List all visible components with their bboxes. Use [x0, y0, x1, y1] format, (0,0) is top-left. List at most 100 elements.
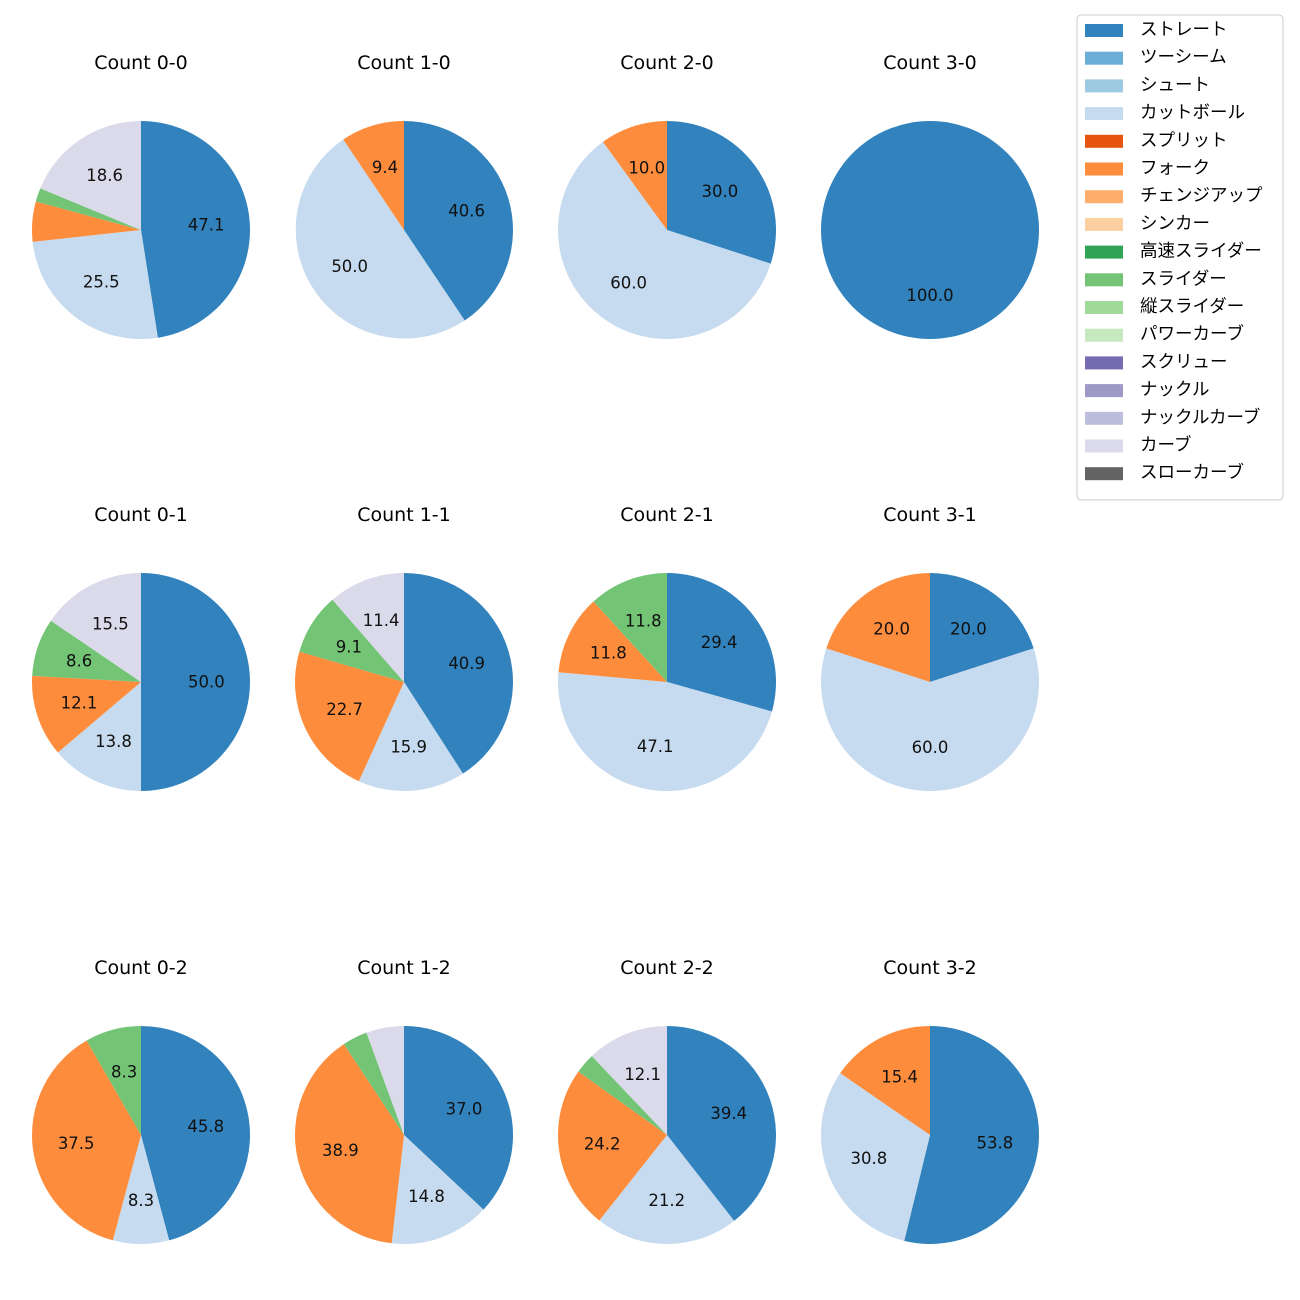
legend-swatch: [1085, 273, 1123, 287]
pie-count-3-1: Count 3-1 20.0 60.0 20.0: [821, 504, 1040, 791]
legend-item: スプリット: [1085, 131, 1228, 151]
legend-item: チェンジアップ: [1085, 186, 1263, 206]
slice-label: 50.0: [331, 257, 368, 276]
pie-slice: [40, 121, 141, 230]
legend-swatch: [1085, 467, 1123, 481]
pie-title: Count 1-2: [357, 957, 451, 979]
pie-slice: [602, 121, 667, 230]
pie-slice: [112, 1135, 170, 1245]
slice-label: 8.6: [66, 652, 92, 671]
pie-slice: [332, 573, 404, 682]
pie-slice: [930, 573, 1034, 682]
legend-swatch: [1085, 217, 1123, 231]
slice-label: 50.0: [188, 673, 225, 692]
pie-slice: [32, 1040, 141, 1241]
slice-label: 9.4: [372, 158, 398, 177]
slice-label: 40.9: [448, 654, 485, 673]
pie-title: Count 2-1: [620, 504, 714, 526]
legend-item: 高速スライダー: [1085, 242, 1262, 262]
legend-label: ストレート: [1140, 20, 1228, 40]
pie-count-0-2: Count 0-2 45.8 8.3 37.5 8.3: [32, 957, 251, 1245]
pie-count-1-2: Count 1-2 37.0 14.8 38.9: [295, 957, 514, 1244]
legend-swatch: [1085, 356, 1123, 370]
legend-swatch: [1085, 328, 1123, 342]
pie-charts: Count 0-0 47.1 25.5 18.6 Count 1-0 40.6 50.0 9.…: [31, 52, 1040, 1245]
slice-label: 30.8: [851, 1149, 888, 1168]
legend-label: カットボール: [1140, 103, 1245, 123]
slice-label: 15.5: [92, 615, 129, 634]
pie-slice: [558, 672, 772, 792]
pie-count-0-0: Count 0-0 47.1 25.5 18.6: [31, 52, 251, 340]
legend-swatch: [1085, 439, 1123, 453]
slice-label: 29.4: [701, 633, 738, 652]
slice-label: 20.0: [950, 620, 987, 639]
pie-slice: [904, 1026, 1039, 1245]
legend-item: ツーシーム: [1085, 48, 1227, 68]
pie-slice: [35, 188, 141, 230]
pie-slice: [593, 573, 667, 682]
legend-label: スローカーブ: [1140, 462, 1244, 483]
pie-slice: [295, 651, 404, 782]
slice-label: 100.0: [906, 286, 953, 305]
legend-swatch: [1085, 245, 1123, 259]
slice-label: 37.0: [446, 1100, 483, 1119]
pie-slice: [343, 1032, 404, 1135]
legend-item: フォーク: [1085, 159, 1210, 179]
pie-slice: [558, 601, 667, 682]
pie-slice: [141, 120, 251, 338]
legend-label: シンカー: [1140, 214, 1210, 234]
slice-label: 11.8: [590, 644, 627, 663]
pie-slice: [558, 1071, 667, 1221]
slice-label: 21.2: [648, 1191, 685, 1210]
slice-label: 11.8: [625, 612, 662, 631]
slice-label: 9.1: [336, 637, 362, 656]
legend-label: チェンジアップ: [1140, 186, 1263, 206]
pie-slice: [404, 121, 513, 321]
pie-count-2-2: Count 2-2 39.4 21.2 24.2 12.1: [558, 957, 776, 1244]
legend-item: カットボール: [1085, 103, 1245, 123]
pie-title: Count 1-0: [357, 52, 451, 74]
legend-label: フォーク: [1140, 159, 1210, 179]
slice-label: 22.7: [326, 700, 363, 719]
legend-label: パワーカーブ: [1140, 324, 1244, 345]
legend-label: ツーシーム: [1140, 48, 1227, 68]
pie-title: Count 2-0: [620, 52, 714, 74]
pie-count-0-1: Count 0-1 50.0 13.8 12.1 8.615.5: [31, 504, 250, 791]
pie-title: Count 0-0: [94, 52, 188, 74]
slice-label: 40.6: [448, 202, 485, 221]
slice-label: 45.8: [187, 1117, 224, 1136]
pie-count-3-2: Count 3-2 53.8 30.8 15.4: [820, 957, 1039, 1245]
legend-label: スプリット: [1140, 131, 1228, 151]
pie-title: Count 3-2: [883, 957, 977, 979]
pie-slice: [826, 573, 930, 682]
legend: ストレートツーシームシュートカットボールスプリットフォークチェンジアップシンカー…: [1076, 14, 1284, 501]
pie-slice: [366, 1026, 404, 1135]
pie-slice: [667, 573, 777, 712]
legend-item: パワーカーブ: [1085, 324, 1244, 345]
pie-slice: [299, 599, 404, 682]
slice-label: 39.4: [710, 1104, 747, 1123]
legend-item: スクリュー: [1085, 352, 1228, 372]
pie-slice: [32, 620, 141, 682]
pie-count-2-1: Count 2-1 29.4 47.1 11.8 11.8: [558, 504, 777, 792]
legend-item: シュート: [1085, 75, 1210, 95]
legend-item: スライダー: [1085, 269, 1227, 289]
slice-label: 53.8: [977, 1133, 1014, 1152]
pie-title: Count 2-2: [620, 957, 714, 979]
slice-label: 12.1: [61, 693, 98, 712]
legend-item: ナックル: [1085, 380, 1209, 400]
slice-label: 12.1: [624, 1065, 661, 1084]
legend-label: スライダー: [1140, 269, 1227, 289]
legend-swatch: [1085, 51, 1123, 65]
pie-slice: [840, 1026, 930, 1135]
pie-count-1-0: Count 1-0 40.6 50.0 9.4: [295, 52, 513, 339]
slice-label: 18.6: [86, 166, 123, 185]
slice-label: 47.1: [188, 215, 225, 234]
legend-label: 高速スライダー: [1140, 242, 1262, 262]
pie-slice: [343, 121, 404, 230]
slice-label: 37.5: [58, 1134, 95, 1153]
legend-swatch: [1085, 301, 1123, 314]
pie-slice: [578, 1056, 667, 1135]
legend-label: 縦スライダー: [1140, 297, 1244, 317]
